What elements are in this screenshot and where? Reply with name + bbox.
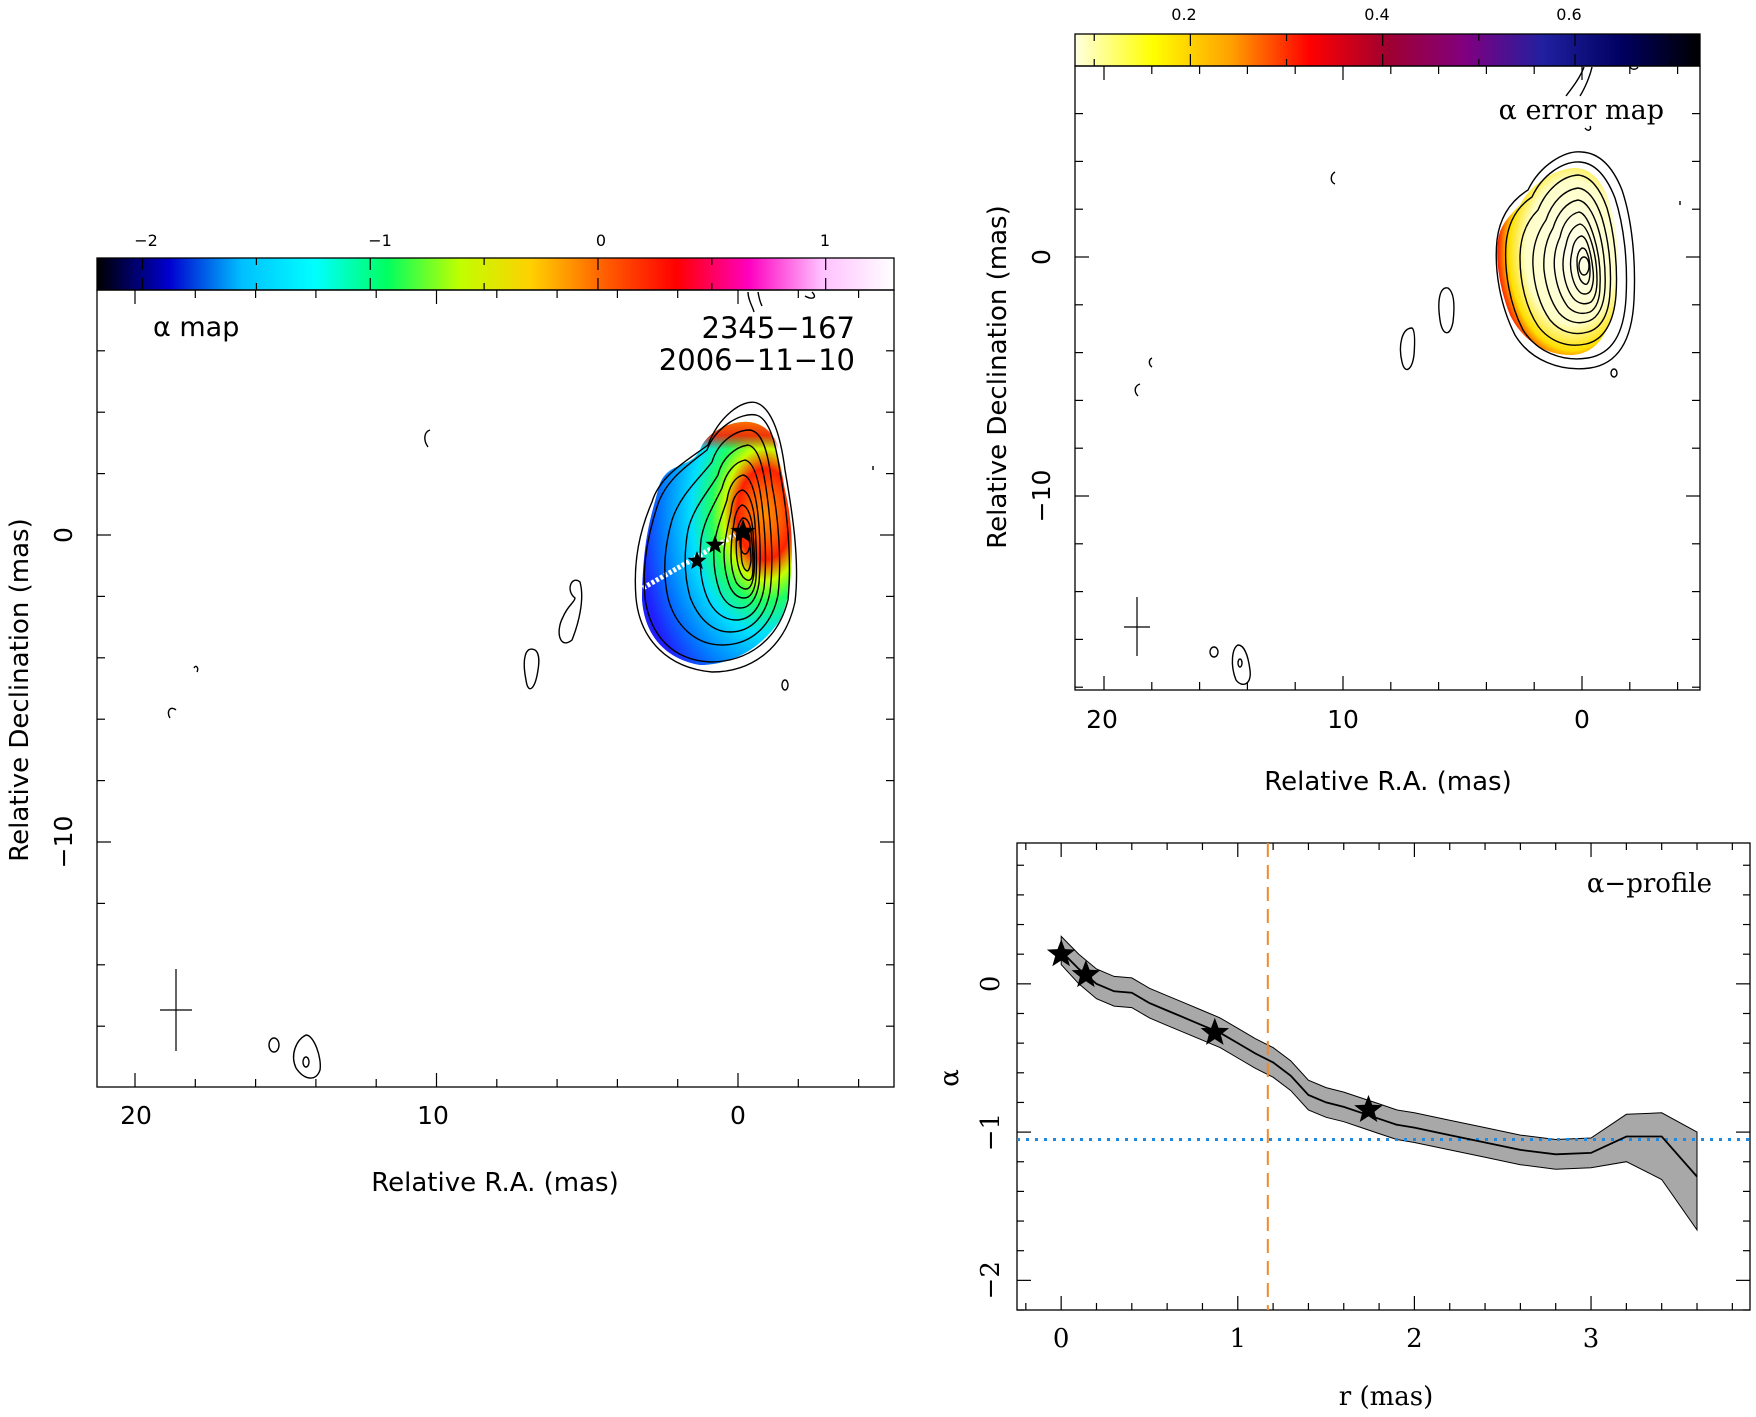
star-marker — [687, 551, 707, 570]
error-x-tick-label: 0 — [1574, 705, 1590, 734]
profile-x-tick-label: 1 — [1230, 1324, 1247, 1354]
profile-stars — [1046, 939, 1383, 1122]
error-y-tick-label: −10 — [1027, 470, 1056, 523]
alpha-x-tick-label: 20 — [120, 1101, 152, 1130]
alpha-colorbar-tick-label: −1 — [368, 231, 392, 250]
profile-plot-area — [1017, 843, 1750, 1310]
error-y-tick-label: 0 — [1027, 249, 1056, 265]
profile-x-axis-label: r (mas) — [1339, 1382, 1433, 1412]
profile-star-marker — [1354, 1094, 1383, 1122]
alpha-map-panel: −2 −1 0 1 — [5, 231, 895, 1198]
alpha-y-axis-label: Relative Declination (mas) — [5, 518, 35, 861]
error-colorbar-ticks — [1093, 34, 1672, 66]
error-x-tick-label: 10 — [1327, 705, 1359, 734]
observation-date: 2006−11−10 — [659, 343, 855, 377]
alpha-ridge-line — [641, 532, 737, 591]
error-map-label: α error map — [1499, 95, 1664, 126]
error-contours — [1134, 66, 1681, 685]
source-name: 2345−167 — [702, 311, 855, 345]
alpha-colorbar-tick-label: −2 — [134, 231, 158, 250]
alpha-emission-top — [700, 421, 785, 477]
error-colorbar-tick-label: 0.6 — [1556, 5, 1581, 24]
profile-title: α−profile — [1587, 869, 1712, 899]
error-map-ticks — [1075, 66, 1700, 690]
alpha-beam-cross — [160, 969, 192, 1051]
profile-y-axis-label: α — [935, 1069, 965, 1087]
profile-x-tick-label: 0 — [1053, 1324, 1070, 1354]
alpha-colorbar-tick-label: 1 — [820, 231, 830, 250]
alpha-map-label: α map — [153, 312, 239, 343]
profile-x-tick-label: 2 — [1406, 1324, 1423, 1354]
profile-frame — [1016, 842, 1751, 1311]
error-colorbar-tick-label: 0.4 — [1364, 5, 1389, 24]
error-band — [1060, 935, 1698, 1232]
error-map-frame — [1074, 65, 1701, 691]
alpha-y-tick-label: −10 — [49, 816, 78, 869]
error-x-tick-label: 20 — [1086, 705, 1118, 734]
error-x-axis-label: Relative R.A. (mas) — [1264, 767, 1511, 797]
profile-star-marker — [1071, 959, 1101, 988]
star-marker — [705, 535, 725, 554]
alpha-map-frame — [96, 289, 895, 1088]
error-map-panel: 0.2 0.4 0.6 — [983, 5, 1701, 797]
alpha-x-axis-label: Relative R.A. (mas) — [371, 1168, 618, 1198]
profile-star-marker — [1200, 1017, 1230, 1045]
alpha-colorbar-ticks — [141, 258, 827, 290]
star-marker — [730, 519, 756, 543]
alpha-y-tick-label: 0 — [49, 527, 78, 543]
alpha-x-tick-label: 10 — [417, 1101, 449, 1130]
alpha-stars — [687, 519, 756, 570]
profile-y-tick-label: −1 — [976, 1113, 1006, 1151]
error-colorbar — [1074, 33, 1701, 67]
error-y-axis-label: Relative Declination (mas) — [983, 205, 1013, 548]
alpha-profile-panel: 0 1 2 3 0 −1 −2 α−profile r (mas) α — [935, 842, 1751, 1412]
profile-x-tick-label: 3 — [1583, 1324, 1600, 1354]
alpha-x-tick-label: 0 — [730, 1101, 746, 1130]
profile-ticks — [1017, 843, 1750, 1311]
alpha-series-line — [1060, 950, 1698, 1178]
error-map-image — [1497, 168, 1618, 355]
error-beam-cross — [1124, 597, 1150, 656]
alpha-colorbar — [96, 257, 895, 291]
alpha-colorbar-tick-label: 0 — [596, 231, 606, 250]
error-emission-region — [1497, 168, 1618, 355]
profile-tick-labels: 0 1 2 3 0 −1 −2 — [976, 976, 1599, 1354]
error-colorbar-tick-label: 0.2 — [1171, 5, 1196, 24]
alpha-contours — [167, 291, 874, 1079]
profile-y-tick-label: 0 — [976, 976, 1006, 993]
alpha-map-ticks — [97, 290, 894, 1087]
profile-star-marker — [1046, 939, 1076, 967]
profile-y-tick-label: −2 — [976, 1261, 1006, 1299]
